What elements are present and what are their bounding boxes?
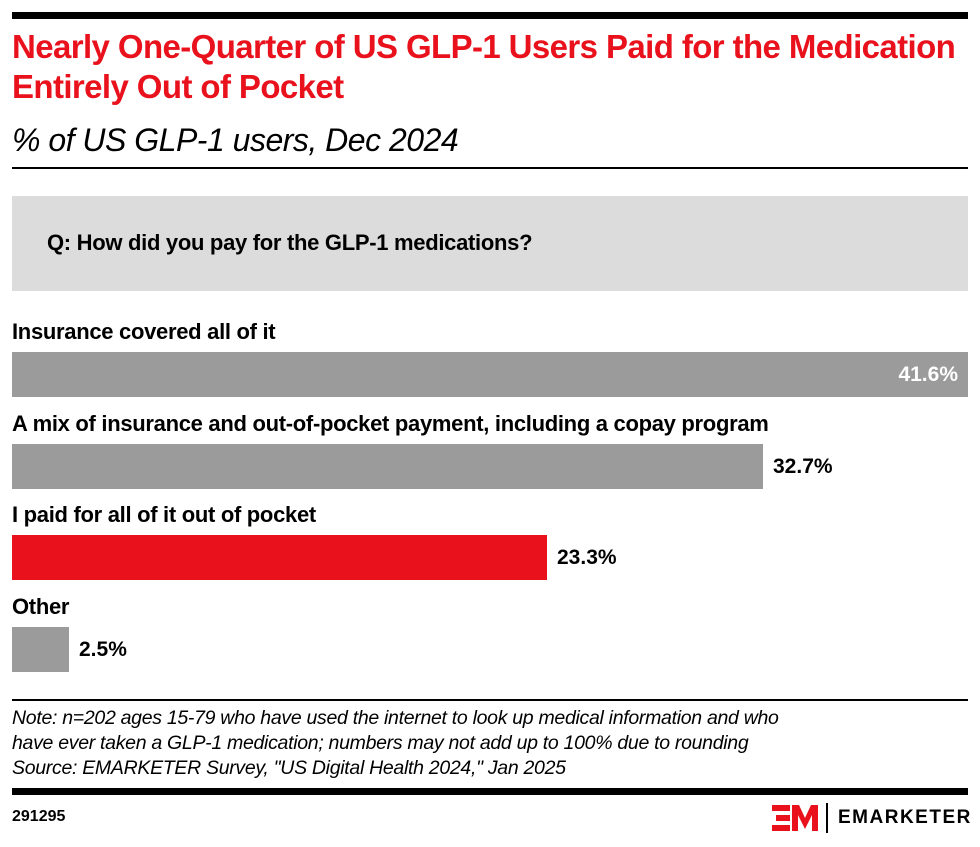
footnote: Note: n=202 ages 15-79 who have used the…	[12, 706, 972, 781]
category-label: A mix of insurance and out-of-pocket pay…	[12, 410, 769, 436]
value-label: 41.6%	[898, 363, 958, 386]
note-rule	[12, 699, 968, 701]
subtitle-rule	[12, 167, 968, 169]
category-label: Other	[12, 593, 70, 619]
logo-divider	[826, 803, 828, 833]
chart-subtitle: % of US GLP-1 users, Dec 2024	[12, 122, 459, 158]
note-line-2: have ever taken a GLP-1 medication; numb…	[12, 732, 749, 754]
bar	[12, 535, 547, 580]
emarketer-logo: EMARKETER	[772, 803, 972, 833]
value-label: 32.7%	[773, 454, 833, 478]
source-line: Source: EMARKETER Survey, "US Digital He…	[12, 757, 566, 779]
survey-question: Q: How did you pay for the GLP-1 medicat…	[47, 230, 533, 255]
value-label: 23.3%	[557, 546, 617, 569]
bar	[12, 443, 763, 489]
brand-name: EMARKETER	[838, 807, 972, 828]
value-label: 2.5%	[79, 637, 127, 661]
category-label: Insurance covered all of it	[12, 319, 276, 344]
bar	[12, 626, 69, 672]
bar	[12, 352, 968, 397]
question-box	[12, 196, 968, 291]
top-rule	[12, 12, 968, 19]
note-line-1: Note: n=202 ages 15-79 who have used the…	[12, 707, 779, 729]
category-label: I paid for all of it out of pocket	[12, 502, 316, 527]
chart-title: Nearly One-Quarter of US GLP-1 Users Pai…	[12, 28, 956, 105]
bottom-rule	[12, 788, 968, 795]
em-logo-icon	[772, 805, 818, 831]
chart-id: 291295	[12, 808, 66, 825]
